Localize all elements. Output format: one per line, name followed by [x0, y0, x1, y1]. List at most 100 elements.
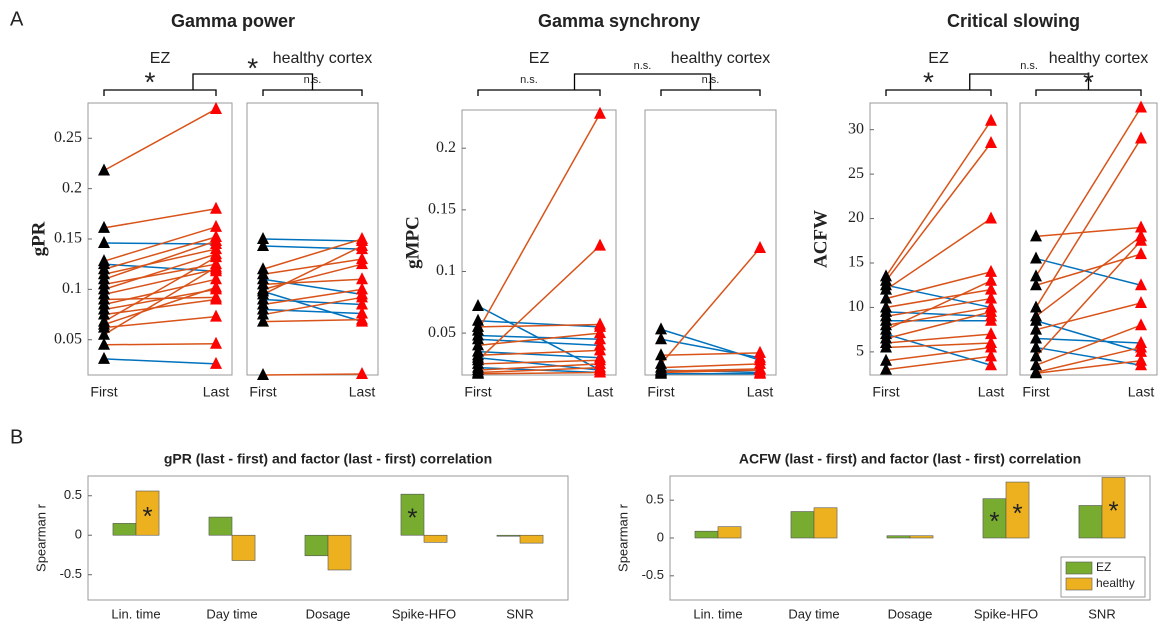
pair-line — [262, 238, 363, 270]
y-tick-label: 0.05 — [54, 330, 82, 347]
bracket — [660, 89, 761, 96]
marker — [985, 136, 997, 148]
marker — [985, 282, 997, 295]
x-tick-label: Last — [587, 384, 614, 400]
pair-line — [103, 266, 217, 336]
x-tick-label: First — [1022, 384, 1049, 400]
pair-line — [885, 333, 992, 344]
pair-line — [885, 355, 992, 371]
marker — [210, 336, 222, 349]
pair-line — [477, 363, 601, 371]
marker — [98, 320, 110, 333]
marker — [210, 260, 222, 273]
significance: * — [145, 66, 156, 97]
pair-line — [262, 258, 363, 276]
bracket — [103, 89, 217, 96]
y-tick-label: 0.5 — [64, 487, 82, 502]
bar — [231, 534, 256, 561]
significance: n.s. — [634, 60, 652, 72]
marker — [880, 340, 892, 353]
pair-line — [1035, 302, 1142, 331]
pair-line — [885, 142, 992, 282]
bar — [423, 534, 448, 543]
marker — [257, 314, 269, 327]
x-tick-label: First — [464, 384, 491, 400]
pair-line — [103, 296, 217, 301]
marker — [985, 313, 997, 326]
significance: n.s. — [702, 74, 720, 86]
marker — [1135, 278, 1147, 291]
y-axis-label: ACFW — [810, 210, 831, 268]
significance: * — [247, 52, 258, 83]
pair-line — [477, 113, 601, 331]
marker — [594, 317, 606, 330]
y-tick-label: 0.1 — [62, 280, 82, 297]
marker — [985, 349, 997, 362]
y-axis-label: Spearman r — [615, 503, 630, 572]
marker — [1030, 278, 1042, 291]
marker — [594, 106, 606, 119]
group-label: healthy cortex — [273, 50, 373, 67]
bar — [694, 530, 719, 539]
marker — [356, 312, 368, 325]
bracket — [573, 73, 712, 90]
x-tick-label: Spike-HFO — [392, 606, 456, 621]
y-tick-label: 0.15 — [428, 201, 456, 218]
pair-line — [262, 238, 363, 242]
y-tick-label: 0.15 — [54, 230, 82, 247]
panel-label: A — [10, 8, 24, 30]
marker — [1030, 349, 1042, 362]
pair-line — [477, 245, 601, 361]
pair-line — [885, 284, 992, 309]
bar — [1078, 505, 1103, 539]
pair-line — [262, 308, 363, 315]
marker — [210, 292, 222, 305]
pair-line — [477, 366, 601, 374]
pair-line — [1035, 337, 1142, 344]
significance: * — [1083, 66, 1094, 97]
y-tick-label: 0 — [657, 529, 664, 544]
chart-title: ACFW (last - first) and factor (last - f… — [739, 451, 1081, 467]
group-label: healthy cortex — [1049, 50, 1149, 67]
pair-line — [885, 280, 992, 331]
bar — [400, 493, 425, 536]
marker — [880, 291, 892, 304]
legend-swatch — [1065, 577, 1093, 591]
group-label: EZ — [529, 50, 550, 67]
bracket — [969, 73, 1090, 90]
pair-line — [103, 256, 217, 323]
x-tick-label: Lin. time — [693, 606, 742, 621]
marker — [356, 306, 368, 319]
x-tick-label: Dosage — [888, 606, 933, 621]
legend-label: EZ — [1096, 560, 1111, 574]
pair-line — [1035, 257, 1142, 286]
pair-line — [1035, 324, 1142, 366]
marker — [210, 201, 222, 214]
bracket — [1035, 89, 1142, 96]
marker — [98, 327, 110, 340]
pair-line — [103, 278, 217, 306]
marker — [472, 313, 484, 326]
pair-line — [262, 318, 363, 323]
marker — [1030, 331, 1042, 344]
pair-line — [262, 278, 363, 286]
y-tick-label: 10 — [848, 298, 864, 315]
marker — [1135, 100, 1147, 113]
marker — [210, 102, 222, 115]
marker — [1135, 220, 1147, 233]
pair-line — [477, 320, 601, 328]
marker — [472, 332, 484, 345]
legend-label: healthy — [1096, 576, 1135, 590]
bar — [909, 535, 934, 539]
marker — [594, 332, 606, 345]
marker — [1135, 131, 1147, 144]
pair-line — [477, 349, 601, 357]
pair-line — [262, 245, 363, 250]
bar — [886, 535, 911, 539]
marker — [98, 220, 110, 233]
bar — [813, 507, 838, 539]
pair-line — [477, 350, 601, 359]
pair-line — [660, 247, 761, 365]
marker — [1135, 247, 1147, 260]
chart-title: Critical slowing — [947, 11, 1080, 31]
